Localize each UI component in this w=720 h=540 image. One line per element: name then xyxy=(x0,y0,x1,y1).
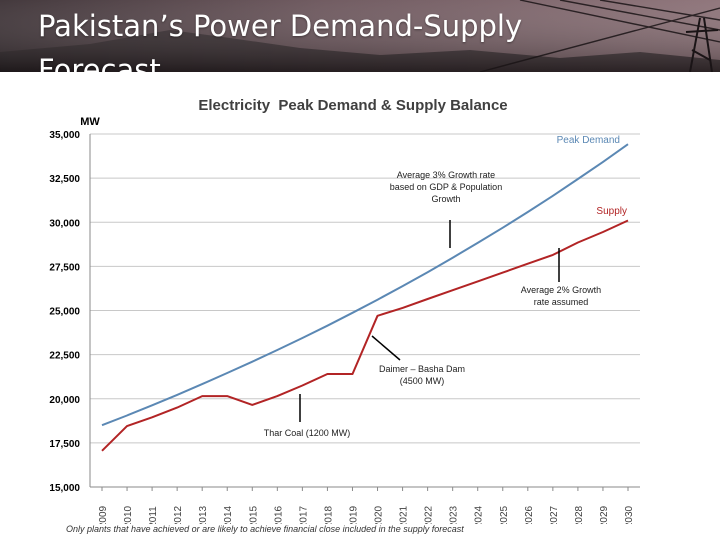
slide-title: Pakistan’s Power Demand-Supply Forecast xyxy=(38,9,523,72)
series-line-peak-demand xyxy=(101,143,629,427)
annotation-text-supply-growth: Average 2% Growth xyxy=(521,285,601,295)
chart-title: Electricity Peak Demand & Supply Balance xyxy=(198,97,507,114)
x-tick-label: 2015 xyxy=(248,505,259,524)
y-tick-label: 17,500 xyxy=(49,439,80,450)
y-tick-label: 20,000 xyxy=(49,395,80,406)
series xyxy=(101,143,629,452)
x-tick-label: 2018 xyxy=(323,505,334,524)
y-tick-label: 30,000 xyxy=(49,218,80,229)
x-tick-label: 2009 xyxy=(98,505,109,524)
annotation-text-demand-growth: Average 3% Growth rate xyxy=(397,170,495,180)
x-tick-label: 2019 xyxy=(348,505,359,524)
x-tick-label: 2014 xyxy=(223,505,234,524)
y-tick-label: 27,500 xyxy=(49,262,80,273)
chart: Electricity Peak Demand & Supply Balance… xyxy=(49,97,640,524)
series-label-supply: Supply xyxy=(596,206,627,217)
footnote: Only plants that have achieved or are li… xyxy=(66,524,464,534)
grid xyxy=(90,133,640,488)
annotation-text-diamer-basha: Daimer – Basha Dam xyxy=(379,364,465,374)
power-lines xyxy=(479,0,720,72)
y-tick-label: 22,500 xyxy=(49,351,80,362)
x-tick-label: 2022 xyxy=(424,505,435,524)
x-tick-label: 2021 xyxy=(399,505,410,524)
x-tick-label: 2028 xyxy=(574,505,585,524)
annotations: Average 3% Growth rate based on GDP & Pop… xyxy=(264,170,601,438)
y-tick-label: 32,500 xyxy=(49,174,80,185)
annotation-text-demand-growth: Growth xyxy=(431,194,460,204)
x-tick-label: 2012 xyxy=(173,505,184,524)
annotation-pointer-diamer-basha xyxy=(371,335,401,361)
x-tick-label: 2013 xyxy=(198,505,209,524)
y-axis-label: MW xyxy=(80,116,100,128)
y-tick-label: 35,000 xyxy=(49,130,80,141)
banner-shade xyxy=(0,0,720,72)
title-banner: Pakistan’s Power Demand-Supply Forecast xyxy=(0,0,720,72)
x-tick-label: 2010 xyxy=(123,505,134,524)
annotation-text-supply-growth: rate assumed xyxy=(534,297,589,307)
power-pylon xyxy=(685,17,719,72)
x-tick-label: 2017 xyxy=(298,505,309,524)
banner-background xyxy=(0,0,720,72)
x-tick-label: 2027 xyxy=(549,505,560,524)
x-tick-label: 2016 xyxy=(273,505,284,524)
x-tick-label: 2025 xyxy=(499,505,510,524)
annotation-text-demand-growth: based on GDP & Population xyxy=(390,182,502,192)
x-tick-label: 2026 xyxy=(524,505,535,524)
y-tick-label: 15,000 xyxy=(49,483,80,494)
series-line-supply xyxy=(101,219,629,452)
series-label-peak-demand: Peak Demand xyxy=(557,135,620,146)
x-tick-label: 2029 xyxy=(599,505,610,524)
axes: 15,000 17,500 20,000 22,500 25,000 27,500 30,0… xyxy=(49,130,640,524)
series-labels: Peak Demand Supply xyxy=(557,135,627,217)
x-tick-label: 2011 xyxy=(148,506,159,524)
y-tick-label: 25,000 xyxy=(49,307,80,318)
x-tick-label: 2024 xyxy=(474,505,485,524)
x-tick-label: 2023 xyxy=(449,505,460,524)
annotation-text-thar-coal: Thar Coal (1200 MW) xyxy=(264,428,351,438)
x-tick-label: 2020 xyxy=(374,505,385,524)
annotation-text-diamer-basha: (4500 MW) xyxy=(400,376,445,386)
x-tick-label: 2030 xyxy=(624,505,635,524)
